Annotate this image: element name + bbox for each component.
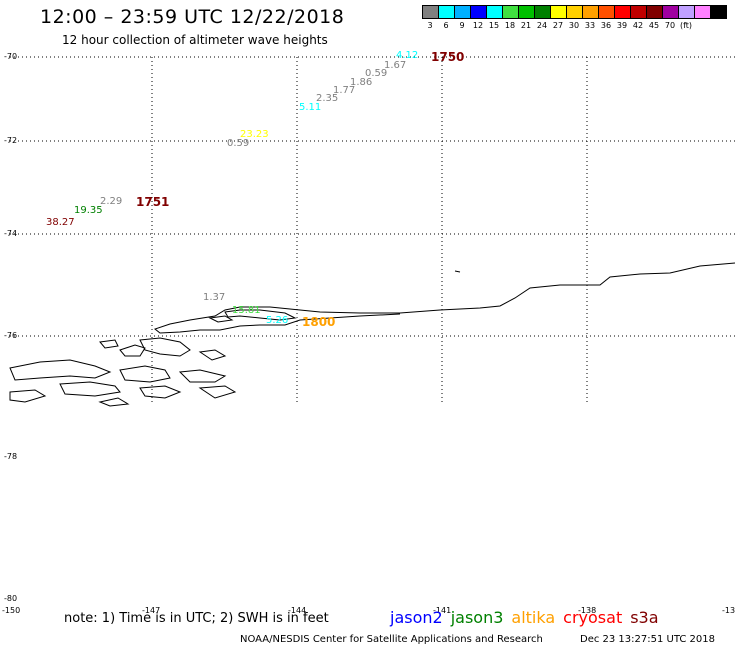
wave-height-value: 5.26 <box>266 315 289 326</box>
mission-altika: altika <box>511 608 556 627</box>
mission-cryosat: cryosat <box>563 608 623 627</box>
credit-line: NOAA/NESDIS Center for Satellite Applica… <box>240 634 543 645</box>
wave-height-value: 15.81 <box>232 305 261 316</box>
wave-height-value: 1.77 <box>333 85 356 96</box>
wave-height-value: 23.23 <box>240 129 269 140</box>
lon-label: -147 <box>142 606 161 615</box>
timestamp: Dec 23 13:27:51 UTC 2018 <box>580 634 715 645</box>
wave-height-value: 1.86 <box>350 77 373 88</box>
legend-label: 70 <box>664 21 676 30</box>
legend-label: 45 <box>648 21 660 30</box>
wave-height-value: 19.35 <box>74 205 103 216</box>
coastline <box>9 262 736 407</box>
wave-height-value: 2.35 <box>316 93 339 104</box>
mission-jason2: jason2 <box>390 608 443 627</box>
wave-height-value: 4.12 <box>396 50 419 61</box>
legend-label: 24 <box>536 21 548 30</box>
legend-label: 30 <box>568 21 580 30</box>
legend-label: (ft) <box>679 21 693 30</box>
legend-label: 42 <box>632 21 644 30</box>
lon-label: -141 <box>433 606 452 615</box>
lon-label: -138 <box>578 606 597 615</box>
wave-height-value: 1.67 <box>384 60 407 71</box>
legend-label: 6 <box>443 21 449 30</box>
wave-height-value: 1.37 <box>203 292 226 303</box>
lat-label: -74 <box>4 229 18 238</box>
lat-label: -78 <box>4 452 18 461</box>
legend-label: 39 <box>616 21 628 30</box>
color-legend: 3 6 9 12 15 18 21 24 27 30 33 36 39 42 45 70 (ft) <box>422 5 727 30</box>
lat-label: -70 <box>4 52 18 61</box>
wave-height-value: 0.59 <box>227 138 250 149</box>
lon-label: -13 <box>722 606 736 615</box>
legend-label: 3 <box>427 21 433 30</box>
lat-label: -80 <box>4 594 18 603</box>
time-label: 1751 <box>136 195 170 209</box>
legend-label: 27 <box>552 21 564 30</box>
legend-swatch <box>710 5 727 19</box>
legend-label: 21 <box>520 21 532 30</box>
legend-label: 18 <box>504 21 516 30</box>
mission-jason3: jason3 <box>450 608 504 627</box>
legend-label: 12 <box>472 21 484 30</box>
wave-height-value: 5.11 <box>299 102 322 113</box>
lon-label: -144 <box>288 606 307 615</box>
time-label: 1750 <box>431 50 465 64</box>
lat-label: -72 <box>4 136 18 145</box>
legend-label: 15 <box>488 21 500 30</box>
mission-legend: jason2 jason3 altika cryosat s3a <box>390 608 667 627</box>
footnote: note: 1) Time is in UTC; 2) SWH is in fe… <box>64 611 329 626</box>
legend-label: 36 <box>600 21 612 30</box>
wave-height-value: 38.27 <box>46 217 75 228</box>
map-subtitle: 12 hour collection of altimeter wave hei… <box>62 33 328 47</box>
time-label: 1800 <box>302 315 336 329</box>
map-title: 12:00 – 23:59 UTC 12/22/2018 <box>40 6 345 28</box>
lat-label: -76 <box>4 331 18 340</box>
wave-height-value: 2.29 <box>100 196 123 207</box>
mission-s3a: s3a <box>630 608 659 627</box>
lon-label: -150 <box>2 606 21 615</box>
legend-label: 9 <box>459 21 465 30</box>
wave-height-value: 0.59 <box>365 68 388 79</box>
legend-label: 33 <box>584 21 596 30</box>
